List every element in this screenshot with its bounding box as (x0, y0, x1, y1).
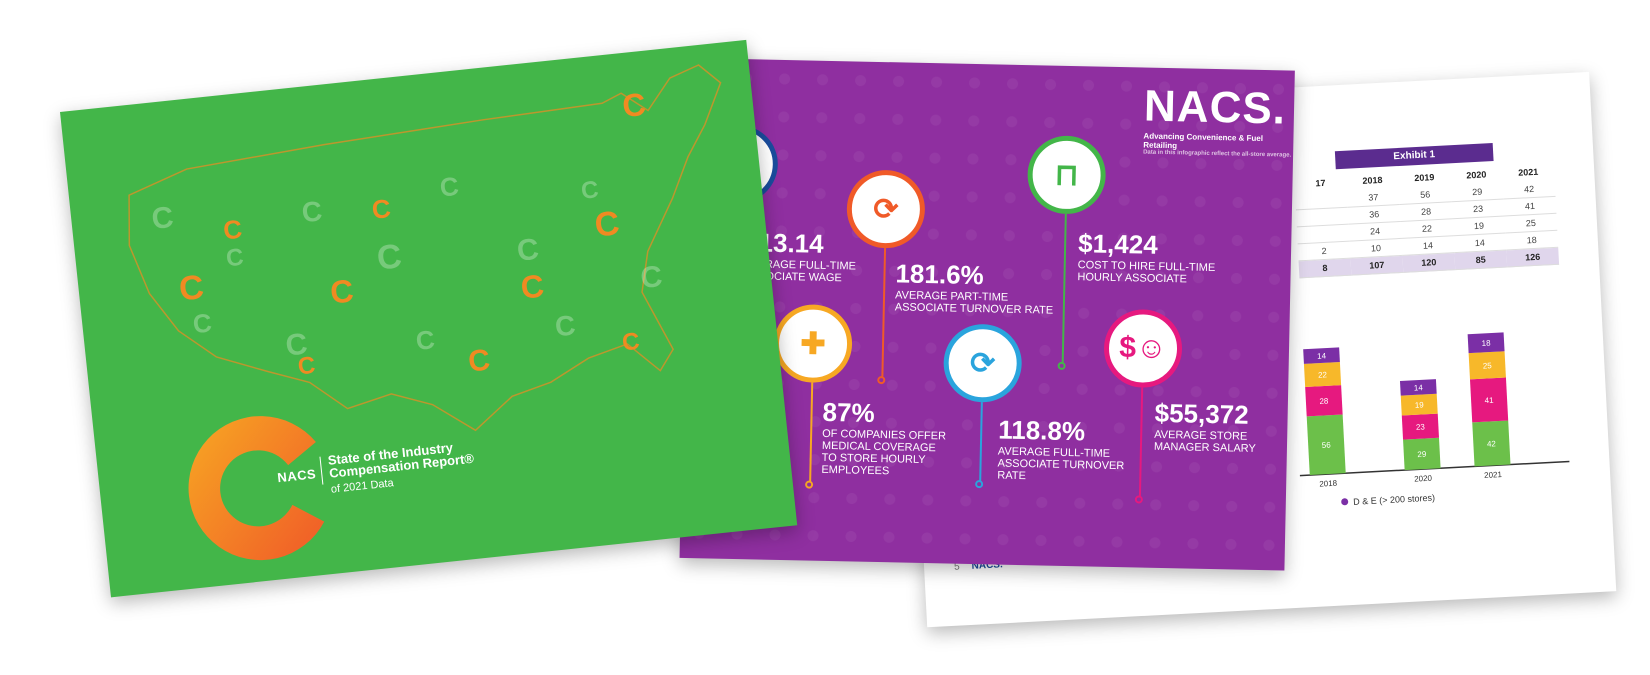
stem-dot (805, 480, 814, 489)
data-label: 14 (1414, 383, 1424, 392)
legend-label: D & E (> 200 stores) (1352, 492, 1436, 507)
c-logo-icon: C (438, 170, 461, 203)
bar-segment (1303, 362, 1342, 387)
nacs-logo: NACS. Advancing Convenience & Fuel Retai… (1143, 82, 1295, 159)
bar-segment (1469, 377, 1509, 423)
c-logo-icon: C (224, 243, 245, 273)
bar-segment (1468, 351, 1506, 380)
bar-segment (1306, 414, 1346, 476)
data-table: 17 2018 2019 2020 2021 37 56 29 42 36 28… (1294, 162, 1560, 278)
bar-segment (1303, 347, 1340, 364)
c-marker-icon: C (466, 343, 492, 379)
data-label: 14 (1317, 351, 1327, 360)
table-cell: 8 (1298, 258, 1352, 278)
c-marker-icon: C (620, 85, 648, 125)
c-marker-icon: C (177, 268, 206, 309)
stat-value: 87% (822, 396, 875, 428)
report-page: Exhibit 1 17 2018 2019 2020 2021 37 56 2… (900, 71, 1617, 628)
c-logo-icon: C (150, 200, 176, 236)
stem-line (1061, 213, 1067, 364)
stat-value: $1,424 (1077, 228, 1159, 260)
legend-swatch (1341, 498, 1349, 506)
c-logo-icon: C (191, 307, 214, 340)
c-marker-icon: C (592, 204, 622, 245)
stem-line (979, 402, 983, 483)
data-label: 28 (1319, 396, 1329, 405)
table-cell: 85 (1454, 249, 1508, 270)
bar-segment (1401, 413, 1439, 440)
data-label: 29 (1417, 450, 1427, 459)
stat-manager-salary: $55,372 Average store manager salary (1154, 398, 1275, 456)
stem-dot (1057, 361, 1066, 370)
category-label: 2018 (1319, 479, 1338, 489)
table-cell: 126 (1506, 247, 1560, 267)
c-marker-icon: C (519, 267, 546, 306)
stat-value: $55,372 (1154, 397, 1249, 430)
logo-wordmark: NACS. (1143, 81, 1287, 134)
data-label: 23 (1416, 422, 1426, 431)
c-marker-icon: C (620, 327, 641, 357)
bar-segment (1472, 420, 1511, 467)
c-marker-icon: C (296, 351, 317, 381)
stat-cost-to-hire: $1,424 Cost to hire full-time hourly ass… (1077, 228, 1248, 287)
dollar-person-icon: $☺ (1103, 308, 1183, 389)
data-label: 19 (1415, 400, 1425, 409)
bar-segment (1467, 332, 1505, 354)
stat-fulltime-turnover: 118.8% Average full-time associate turno… (997, 415, 1138, 485)
stat-parttime-turnover: 181.6% Average part-time associate turno… (895, 258, 1066, 317)
c-logo-icon: C (515, 232, 541, 268)
stat-value: 118.8% (997, 414, 1086, 447)
bar-segment (1400, 393, 1438, 416)
stat-label: Average part-time associate turnover rat… (894, 289, 1054, 317)
data-label: 41 (1484, 396, 1494, 405)
medical-cross-icon: ✚ (773, 303, 853, 384)
bar-segment (1399, 379, 1437, 396)
bar-segment (1305, 385, 1343, 417)
bar-segment (1403, 437, 1441, 471)
c-logo-icon: C (300, 195, 324, 229)
c-logo-icon: C (414, 324, 437, 356)
stat-label: Average full-time associate turnover rat… (997, 445, 1125, 483)
meeting-table-icon: ⊓ (1026, 135, 1107, 215)
turnover-cycle-icon: ⟳ (942, 323, 1023, 404)
data-label: 25 (1483, 361, 1493, 370)
stat-medical: 87% of companies offer medical coverage … (821, 397, 953, 479)
cover-page: C C C C C C C C C C C C C C C C C C C C … (60, 39, 798, 598)
stem-line (809, 382, 814, 483)
stem-dot (1134, 495, 1143, 504)
us-map-illustration (128, 64, 722, 432)
c-marker-icon: C (221, 213, 244, 246)
data-label: 56 (1322, 440, 1332, 449)
c-logo-icon: C (375, 237, 404, 278)
stem-dot (877, 375, 886, 385)
c-logo-icon: C (638, 260, 664, 296)
c-marker-icon: C (328, 272, 356, 311)
chart-legend: D & E (> 200 stores) (1341, 493, 1435, 508)
large-c-logo (188, 416, 325, 561)
stem-dot (975, 480, 984, 489)
stat-label: Cost to hire full-time hourly associate (1077, 259, 1216, 286)
data-label: 22 (1318, 370, 1328, 379)
stat-label: of companies offer medical coverage to s… (821, 427, 947, 478)
c-logo-icon: C (579, 176, 600, 205)
data-label: 18 (1481, 339, 1491, 348)
brand-text: NACS (276, 466, 317, 486)
data-label: 42 (1487, 439, 1497, 448)
c-marker-icon: C (370, 193, 393, 225)
stacked-bar-chart: 56 28 22 14 2018 29 23 19 14 2020 42 41 25 18 2021 (1299, 332, 1570, 489)
stat-value: 181.6% (895, 258, 985, 291)
stat-label: Average store manager salary (1153, 428, 1256, 455)
table-cell: 107 (1350, 255, 1404, 276)
stem-line (1138, 387, 1144, 498)
table-cell: 120 (1402, 252, 1456, 273)
c-logo-icon: C (553, 309, 577, 343)
category-label: 2020 (1414, 474, 1433, 484)
category-label: 2021 (1484, 470, 1503, 480)
